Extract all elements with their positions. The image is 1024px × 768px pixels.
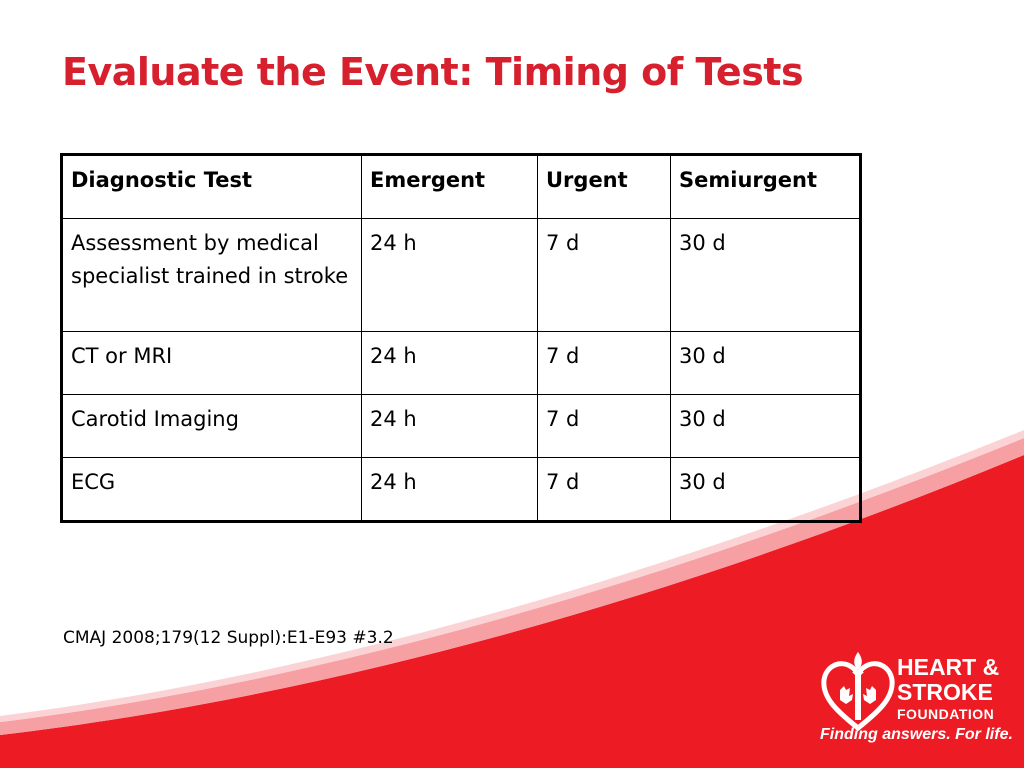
header-semiurgent: Semiurgent	[670, 154, 861, 219]
semiurgent-cell: 30 d	[670, 457, 861, 522]
table-header-row: Diagnostic Test Emergent Urgent Semiurge…	[61, 154, 861, 219]
header-diagnostic-test: Diagnostic Test	[61, 154, 362, 219]
semiurgent-cell: 30 d	[670, 218, 861, 332]
test-name-cell: CT or MRI	[61, 331, 362, 395]
urgent-cell: 7 d	[537, 331, 671, 395]
test-name-cell: ECG	[61, 457, 362, 522]
logo-text-foundation: FOUNDATION	[897, 706, 995, 722]
test-name-cell: Carotid Imaging	[61, 394, 362, 458]
citation: CMAJ 2008;179(12 Suppl):E1-E93 #3.2	[63, 628, 394, 648]
logo-text-stroke: STROKE	[897, 679, 993, 705]
header-emergent: Emergent	[361, 154, 538, 219]
emergent-cell: 24 h	[361, 394, 538, 458]
table-row: Assessment by medical specialist trained…	[61, 218, 861, 332]
emergent-cell: 24 h	[361, 457, 538, 522]
urgent-cell: 7 d	[537, 394, 671, 458]
emergent-cell: 24 h	[361, 331, 538, 395]
semiurgent-cell: 30 d	[670, 331, 861, 395]
logo-text-heart: HEART &	[897, 654, 1000, 680]
header-urgent: Urgent	[537, 154, 671, 219]
urgent-cell: 7 d	[537, 218, 671, 332]
semiurgent-cell: 30 d	[670, 394, 861, 458]
table-row: CT or MRI 24 h 7 d 30 d	[61, 331, 861, 395]
emergent-cell: 24 h	[361, 218, 538, 332]
logo-tagline: Finding answers. For life.	[820, 726, 1013, 743]
heart-torch-maple-leaf-icon	[821, 652, 895, 732]
test-name-cell: Assessment by medical specialist trained…	[61, 218, 362, 332]
table-row: Carotid Imaging 24 h 7 d 30 d	[61, 394, 861, 458]
table-row: ECG 24 h 7 d 30 d	[61, 457, 861, 522]
timing-table: Diagnostic Test Emergent Urgent Semiurge…	[60, 153, 862, 523]
slide-title: Evaluate the Event: Timing of Tests	[62, 50, 804, 94]
urgent-cell: 7 d	[537, 457, 671, 522]
